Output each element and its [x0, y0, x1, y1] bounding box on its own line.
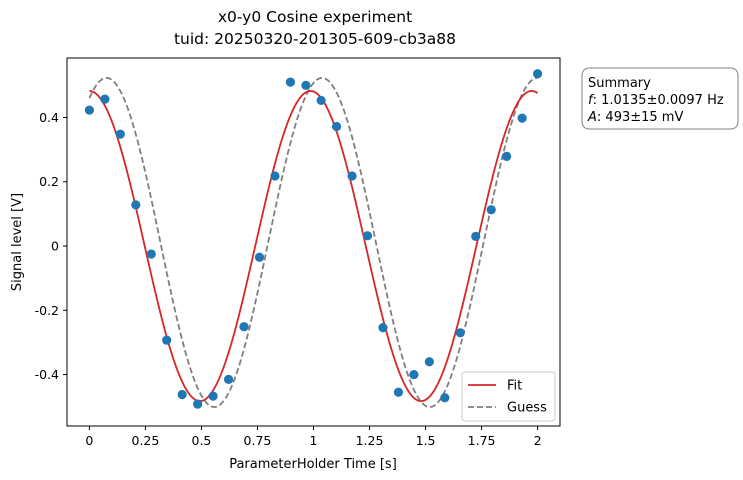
summary-amplitude-symbol: A [587, 110, 597, 125]
summary-frequency: f: 1.0135±0.0097 Hz [588, 93, 724, 108]
x-tick-label: 1.75 [468, 433, 496, 448]
legend-guess-label: Guess [507, 401, 547, 416]
x-axis: 0 0.25 0.5 0.75 1 1.25 1.5 1.75 2 [85, 426, 542, 448]
summary-heading: Summary [588, 76, 651, 91]
chart-title: x0-y0 Cosine experiment [218, 8, 412, 26]
data-point [502, 151, 512, 161]
data-point [162, 335, 172, 345]
data-point [208, 391, 218, 401]
y-tick-label: -0.2 [35, 303, 59, 318]
data-point [517, 113, 527, 123]
data-point [471, 231, 481, 241]
y-axis-label: Signal level [V] [10, 193, 25, 291]
legend-fit-label: Fit [507, 379, 522, 394]
x-tick-label: 1 [310, 433, 318, 448]
y-axis: -0.4 -0.2 0 0.2 0.4 [35, 110, 67, 382]
data-point [193, 399, 203, 409]
data-point [131, 200, 141, 210]
x-tick-label: 0.75 [244, 433, 272, 448]
summary-frame [581, 67, 739, 130]
x-axis-label: ParameterHolder Time [s] [229, 457, 397, 472]
data-point [84, 105, 95, 115]
summary-frequency-value: : 1.0135±0.0097 Hz [593, 93, 724, 108]
data-point [331, 121, 342, 132]
summary-amplitude-value: : 493±15 mV [597, 110, 684, 125]
series-line-guess [88, 77, 538, 408]
data-point [223, 374, 234, 384]
plot-frame [66, 57, 561, 427]
summary-amplitude: A: 493±15 mV [587, 110, 683, 125]
data-point [316, 95, 326, 106]
x-tick-label: 1.25 [356, 433, 384, 448]
series-layer [88, 77, 539, 408]
series-line-fit [89, 90, 539, 402]
data-point [455, 328, 465, 338]
chart-subtitle: tuid: 20250320-201305-609-cb3a88 [174, 30, 456, 48]
data-point [393, 387, 404, 397]
data-point [239, 322, 249, 332]
data-point [177, 389, 187, 400]
data-point [115, 129, 125, 139]
data-point [532, 69, 543, 79]
data-point [254, 252, 265, 262]
data-point [301, 80, 311, 90]
data-point [409, 369, 419, 380]
data-point [347, 171, 357, 181]
data-point [378, 323, 388, 333]
data-point [285, 77, 296, 87]
data-point [362, 231, 373, 241]
data-point [100, 94, 110, 104]
x-tick-label: 2 [534, 433, 542, 448]
y-tick-label: 0 [51, 239, 59, 254]
summary-box: Summary f: 1.0135±0.0097 Hz A: 493±15 mV [581, 67, 739, 130]
data-point [424, 357, 434, 367]
y-tick-label: 0.4 [39, 110, 59, 125]
x-tick-label: 0.25 [132, 433, 160, 448]
x-tick-label: 1.5 [416, 433, 436, 448]
data-point [440, 393, 450, 403]
data-point [270, 171, 280, 181]
x-tick-label: 0 [85, 433, 93, 448]
legend: Fit Guess [461, 371, 556, 422]
data-point [486, 205, 496, 215]
x-tick-label: 0.5 [192, 433, 212, 448]
y-tick-label: -0.4 [35, 367, 59, 382]
data-points [84, 69, 543, 409]
summary-frequency-symbol: f [588, 93, 595, 108]
y-tick-label: 0.2 [39, 174, 59, 189]
data-point [146, 249, 156, 259]
